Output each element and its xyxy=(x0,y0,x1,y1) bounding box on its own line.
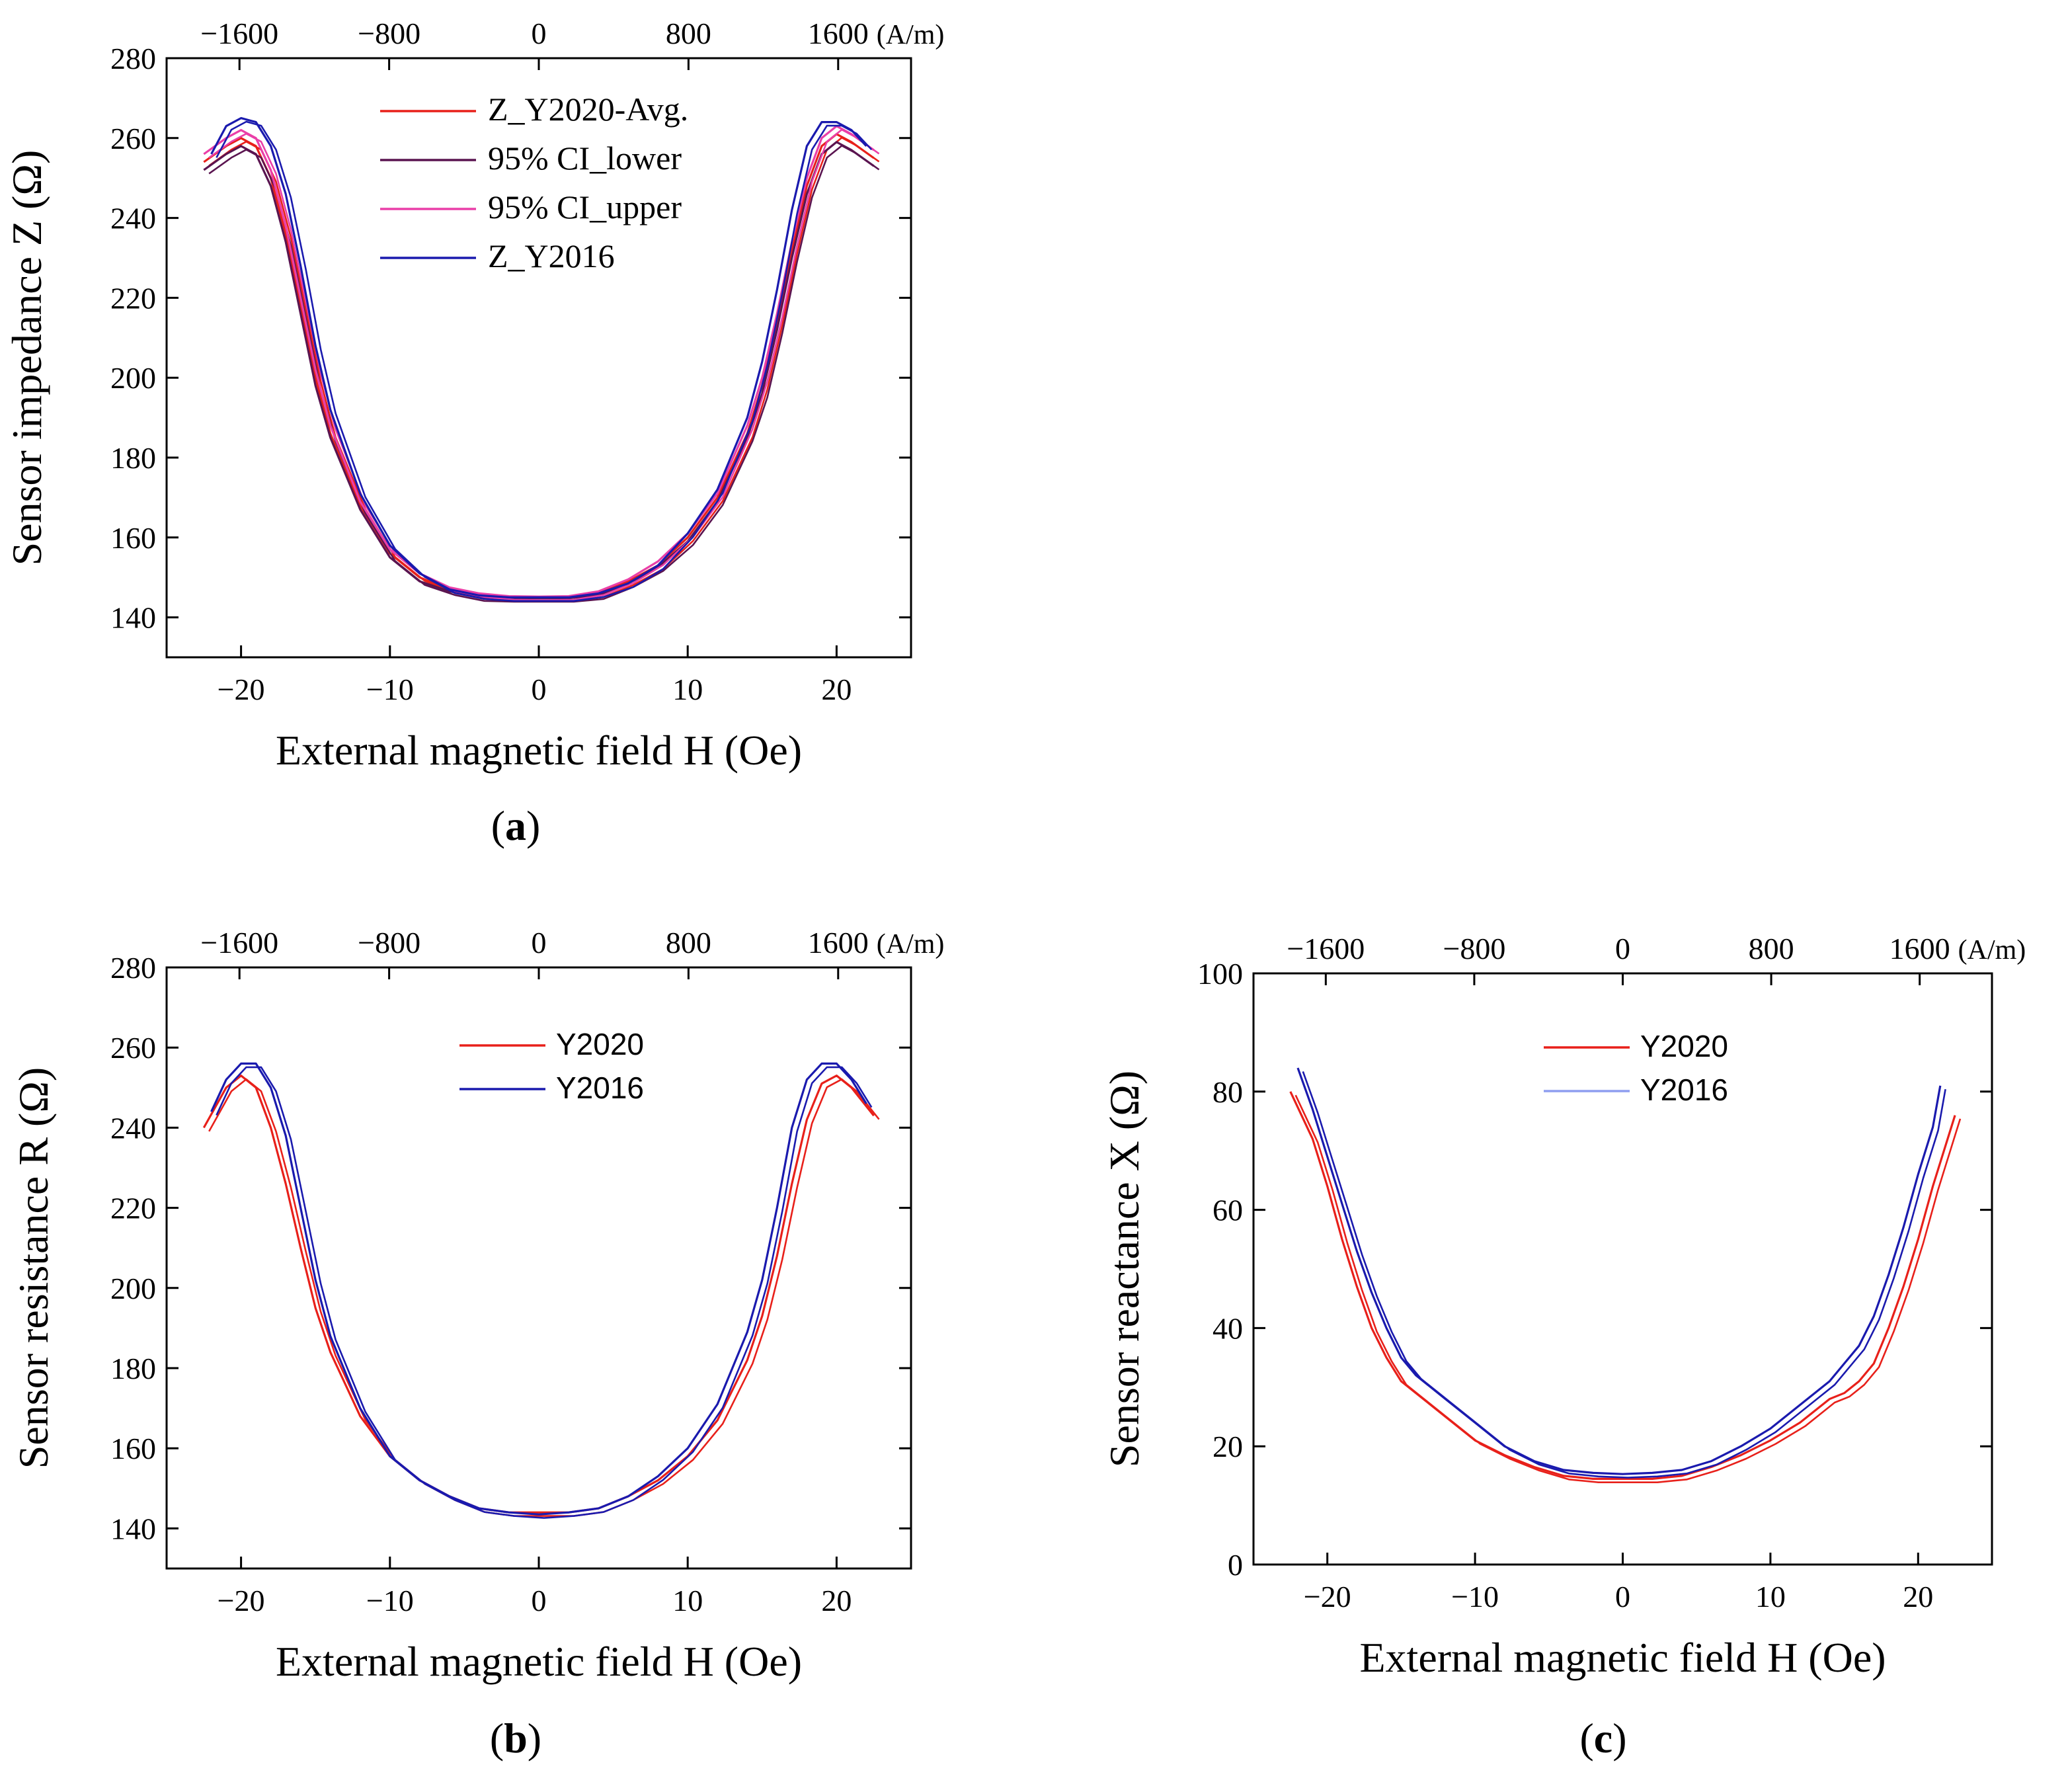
chart-panel-c: −20 −10 0 10 20 0 20 40 60 80 100 −1600 −800 0 800 1600… xyxy=(1101,932,2026,1762)
x-tick-label: 0 xyxy=(532,672,547,706)
top-tick-label: 800 xyxy=(1749,932,1794,965)
x-tick-label: −20 xyxy=(218,672,265,706)
top-tick-label: 1600 xyxy=(808,926,869,959)
panel-label-letter: b xyxy=(504,1715,528,1762)
series-line-branch-a-3 xyxy=(216,120,873,602)
x-axis-title: External magnetic field H (Oe) xyxy=(276,727,802,774)
y-tick-label: 220 xyxy=(110,281,156,315)
top-tick-label: −1600 xyxy=(200,926,278,959)
top-tick-label: 0 xyxy=(532,17,547,50)
y-tick-label: 220 xyxy=(110,1192,156,1225)
legend-a: Z_Y2020-Avg. 95% CI_lower 95% CI_upper Z_Y2… xyxy=(380,91,688,274)
top-tick-label: 0 xyxy=(532,926,547,959)
y-tick-label: 280 xyxy=(110,951,156,985)
series-line-c-1 xyxy=(1296,1067,1942,1475)
chart-panel-b: −20 −10 0 10 20 140 160 180 200 220 240 260 280 −1600… xyxy=(10,926,944,1762)
chart-panel-a: −20 −10 0 10 20 140 160 180 200 220 240 260 280 −1600… xyxy=(3,17,944,849)
top-tick-label: 1600 xyxy=(808,17,869,50)
legend-label: Z_Y2016 xyxy=(488,237,615,274)
y-tick-label: 200 xyxy=(110,361,156,395)
panel-label: (a) xyxy=(491,802,541,849)
series-line-branch-b-1 xyxy=(216,1066,873,1519)
y-tick-label: 80 xyxy=(1213,1075,1243,1109)
legend-label: 95% CI_upper xyxy=(488,188,682,225)
x-tick-label: −10 xyxy=(366,672,414,706)
y-tick-label: 100 xyxy=(1197,957,1243,991)
top-tick-label: −800 xyxy=(358,926,420,959)
y-tick-label: 200 xyxy=(110,1272,156,1305)
x-tick-label: 20 xyxy=(1903,1580,1933,1613)
legend-label: 95% CI_lower xyxy=(488,140,682,177)
top-tick-label: 0 xyxy=(1615,932,1630,965)
y-tick-label: 240 xyxy=(110,202,156,235)
series-group xyxy=(202,1062,880,1519)
top-tick-label: 1600 xyxy=(1889,932,1950,965)
y-tick-label: 140 xyxy=(110,601,156,635)
top-tick-label: 800 xyxy=(666,17,711,50)
top-tick-label: −800 xyxy=(358,17,420,50)
legend-label: Y2020 xyxy=(556,1027,644,1061)
series-line-branch-c-0 xyxy=(1294,1094,1962,1483)
y-tick-label: 240 xyxy=(110,1111,156,1145)
x-tick-label: 20 xyxy=(821,1584,852,1617)
panel-label-letter: c xyxy=(1594,1715,1612,1762)
panel-label: (b) xyxy=(490,1715,541,1762)
x-tick-label: 0 xyxy=(1615,1580,1630,1613)
series-group xyxy=(203,117,880,603)
x-tick-label: 10 xyxy=(672,672,703,706)
legend-label: Y2016 xyxy=(1640,1073,1728,1107)
top-tick-label: −1600 xyxy=(1287,932,1365,965)
y-tick-label: 160 xyxy=(110,1432,156,1465)
x-tick-label: −20 xyxy=(218,1584,265,1617)
legend-b: Y2020 Y2016 xyxy=(459,1027,644,1105)
series-line-a-3 xyxy=(210,117,867,599)
legend-label: Z_Y2020-Avg. xyxy=(488,91,688,128)
x-tick-label: 10 xyxy=(1755,1580,1786,1613)
y-tick-label: 60 xyxy=(1213,1194,1243,1227)
series-line-c-0 xyxy=(1289,1091,1956,1480)
y-tick-label: 0 xyxy=(1228,1548,1243,1582)
y-tick-label: 180 xyxy=(110,441,156,475)
series-line-b-1 xyxy=(210,1062,867,1516)
y-tick-label: 140 xyxy=(110,1512,156,1545)
series-line-b-0 xyxy=(202,1074,875,1514)
y-tick-label: 40 xyxy=(1213,1311,1243,1345)
panel-label-letter: a xyxy=(505,802,526,849)
y-axis-title: Sensor resistance R (Ω) xyxy=(10,1067,57,1469)
x-tick-label: 10 xyxy=(672,1584,703,1617)
top-axis-unit: (A/m) xyxy=(1958,935,2026,965)
legend-label: Y2020 xyxy=(1640,1029,1728,1063)
x-tick-label: −20 xyxy=(1304,1580,1351,1613)
x-tick-label: −10 xyxy=(366,1584,414,1617)
panel-label: (c) xyxy=(1579,1715,1626,1762)
x-tick-label: 0 xyxy=(532,1584,547,1617)
y-tick-label: 180 xyxy=(110,1352,156,1385)
top-tick-label: 800 xyxy=(666,926,711,959)
y-axis-title: Sensor reactance X (Ω) xyxy=(1101,1071,1148,1467)
legend-label: Y2016 xyxy=(556,1071,644,1105)
top-axis-unit: (A/m) xyxy=(877,20,945,50)
y-tick-label: 20 xyxy=(1213,1430,1243,1463)
y-tick-label: 260 xyxy=(110,1031,156,1065)
top-tick-label: −800 xyxy=(1443,932,1505,965)
x-tick-label: 20 xyxy=(821,672,852,706)
y-tick-label: 260 xyxy=(110,122,156,155)
series-line-branch-c-1 xyxy=(1302,1071,1946,1479)
series-group xyxy=(1289,1067,1962,1483)
legend-c: Y2020 Y2016 xyxy=(1544,1029,1728,1107)
x-tick-label: −10 xyxy=(1451,1580,1499,1613)
plot-frame xyxy=(165,966,912,1570)
y-tick-label: 280 xyxy=(110,42,156,75)
x-axis-title: External magnetic field H (Oe) xyxy=(1359,1634,1886,1681)
top-tick-label: −1600 xyxy=(200,17,278,50)
top-axis-unit: (A/m) xyxy=(877,929,945,959)
y-axis-title: Sensor impedance Z (Ω) xyxy=(3,150,50,566)
y-tick-label: 160 xyxy=(110,521,156,555)
x-axis-title: External magnetic field H (Oe) xyxy=(276,1638,802,1685)
series-line-branch-b-0 xyxy=(208,1078,880,1517)
